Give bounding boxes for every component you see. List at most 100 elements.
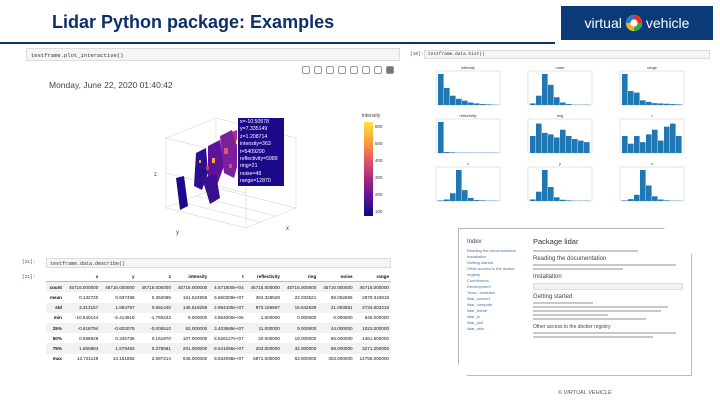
table-cell: 645.000000 bbox=[182, 356, 208, 362]
orbit-icon[interactable] bbox=[338, 66, 346, 74]
plotly-logo-icon[interactable] bbox=[386, 66, 394, 74]
documentation-screenshot: Index Reading the documentation Installat… bbox=[458, 228, 692, 376]
histogram-bar bbox=[456, 170, 462, 201]
table-cell: 45716.000000 bbox=[250, 284, 280, 290]
doc-sidebar-link[interactable]: Reading the documentation bbox=[467, 248, 516, 253]
histogram-title: noise bbox=[555, 66, 565, 70]
table-cell: -0.618794 bbox=[77, 325, 99, 331]
histogram-bar bbox=[554, 97, 560, 105]
doc-sidebar-link[interactable]: Installation bbox=[467, 254, 487, 259]
column-header: z bbox=[136, 271, 173, 283]
virtual-vehicle-logo: virtual vehicle bbox=[561, 6, 713, 40]
table-cell: 45716.000000 bbox=[177, 284, 208, 290]
colorbar-tick: 300 bbox=[375, 175, 383, 180]
doc-sidebar-link[interactable]: Development bbox=[467, 284, 491, 289]
table-cell: 2.894435e+07 bbox=[214, 305, 244, 311]
table-cell: 14755.000000 bbox=[359, 356, 389, 362]
doc-sidebar-link[interactable]: Other access to the docker registry bbox=[467, 266, 515, 277]
histogram-bar bbox=[530, 103, 536, 105]
doc-sidebar-link[interactable]: lidar_convert bbox=[467, 296, 490, 301]
copyright-notice: © VIRTUAL VEHICLE bbox=[558, 390, 612, 396]
table-cell: 2.697214 bbox=[151, 356, 171, 362]
table-cell: 21.053581 bbox=[330, 305, 353, 311]
table-cell: 13.721149 bbox=[76, 356, 99, 362]
camera-icon[interactable] bbox=[302, 66, 310, 74]
histogram-bar bbox=[646, 185, 652, 201]
column-header bbox=[46, 271, 64, 283]
home-icon[interactable] bbox=[362, 66, 370, 74]
histogram-x: x bbox=[435, 162, 501, 202]
hover-line: noise=48 bbox=[240, 170, 262, 177]
colorbar bbox=[364, 122, 373, 216]
table-cell: 0.000000 bbox=[297, 315, 317, 321]
plot-code-cell[interactable]: testframe.plot_interactive() bbox=[26, 48, 400, 61]
table-cell: 22.033621 bbox=[294, 294, 317, 300]
histogram-bar bbox=[560, 199, 566, 201]
doc-sidebar-link[interactable]: lidar_utils bbox=[467, 326, 484, 331]
histogram-y: y bbox=[527, 162, 593, 202]
table-cell: 203.000000 bbox=[255, 345, 280, 351]
histogram-frame bbox=[435, 118, 501, 154]
histogram-bar bbox=[480, 200, 486, 201]
histogram-bar bbox=[480, 104, 486, 105]
hist-code-cell[interactable]: testframe.data.hist() bbox=[424, 50, 710, 59]
logo-text-right: vehicle bbox=[645, 15, 690, 31]
histogram-plot bbox=[435, 70, 501, 106]
histogram-bar bbox=[438, 122, 444, 153]
histogram-bar bbox=[634, 92, 640, 105]
histogram-bar bbox=[468, 197, 474, 201]
hover-line: range=12870 bbox=[240, 178, 271, 185]
doc-sidebar-link[interactable]: lidar_compute bbox=[467, 302, 493, 307]
row-label: std bbox=[55, 305, 62, 311]
table-cell: 0.681440 bbox=[151, 305, 171, 311]
histogram-plot bbox=[527, 118, 593, 154]
histogram-bar bbox=[622, 200, 628, 201]
doc-text-line bbox=[533, 332, 676, 334]
zoom-icon[interactable] bbox=[314, 66, 322, 74]
histogram-plot bbox=[619, 166, 685, 202]
column-header: x bbox=[63, 271, 101, 283]
hover-closest-icon[interactable] bbox=[374, 66, 382, 74]
table-cell: 0.558629 bbox=[79, 335, 99, 341]
histogram-bar bbox=[474, 103, 480, 105]
doc-sidebar-link[interactable]: Tools / modules bbox=[467, 290, 495, 295]
histogram-bar bbox=[530, 135, 536, 153]
histogram-title: x bbox=[467, 162, 469, 166]
table-cell: 3271.250000 bbox=[362, 345, 389, 351]
row-label: 25% bbox=[52, 325, 62, 331]
doc-main: Package lidar Reading the documentation … bbox=[533, 237, 683, 340]
histogram-bar bbox=[462, 100, 468, 105]
histogram-bar bbox=[640, 142, 646, 153]
table-row: 50% 0.558629 0.345736 0.161870 107.000000 5.5… bbox=[46, 333, 391, 343]
turntable-icon[interactable] bbox=[350, 66, 358, 74]
histogram-bar bbox=[628, 143, 634, 153]
table-cell: 32.000000 bbox=[294, 345, 317, 351]
histogram-title: ring bbox=[556, 114, 564, 118]
histogram-plot bbox=[527, 166, 593, 202]
table-cell: -0.005510 bbox=[150, 325, 171, 331]
table-header-row: x y z intensity t reflectivity ring noise range bbox=[46, 271, 391, 283]
describe-code-cell[interactable]: testframe.data.describe() bbox=[46, 258, 391, 268]
histogram-bar bbox=[646, 134, 652, 153]
doc-sidebar-link[interactable]: lidar_plot bbox=[467, 320, 484, 325]
histogram-bar bbox=[536, 191, 542, 201]
histogram-bar bbox=[542, 170, 548, 201]
histogram-plot bbox=[435, 118, 501, 154]
table-cell: 45716.000000 bbox=[105, 284, 135, 290]
doc-sidebar-link[interactable]: Getting started bbox=[467, 260, 494, 265]
table-cell: 4.571600e+04 bbox=[214, 284, 244, 290]
histogram-bar bbox=[560, 129, 566, 153]
histogram-bar bbox=[450, 152, 456, 153]
histogram-bar bbox=[670, 123, 676, 153]
logo-wheel-icon bbox=[625, 14, 642, 32]
doc-sidebar-link[interactable]: lidar_frame bbox=[467, 308, 488, 313]
histogram-bar bbox=[486, 104, 492, 105]
histogram-bar bbox=[664, 126, 670, 153]
doc-sidebar-link[interactable]: lidar_io bbox=[467, 314, 480, 319]
pan-icon[interactable] bbox=[326, 66, 334, 74]
histogram-bar bbox=[444, 199, 450, 201]
doc-sidebar-link[interactable]: Contributors bbox=[467, 278, 489, 283]
table-cell: -10.640144 bbox=[75, 315, 99, 321]
row-label: 50% bbox=[52, 335, 62, 341]
